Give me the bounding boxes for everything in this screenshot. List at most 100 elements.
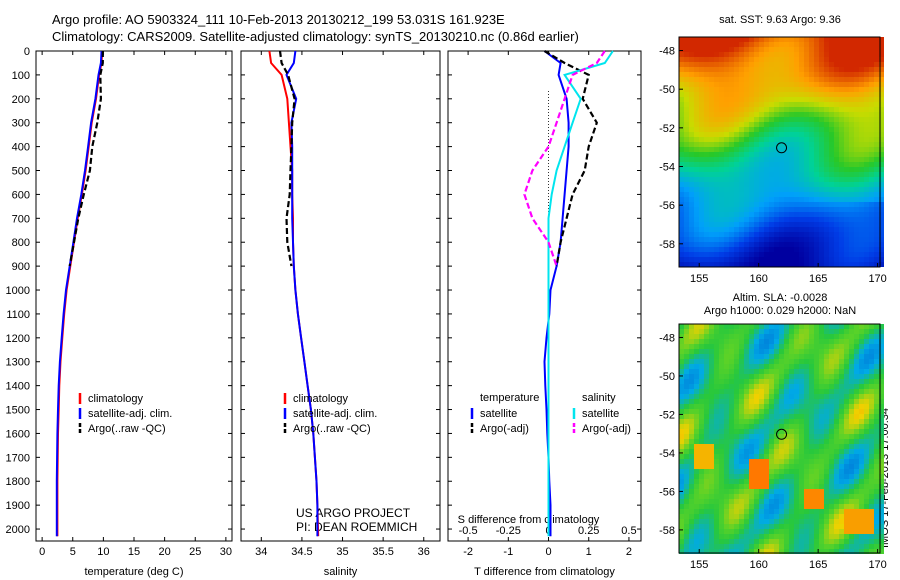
map-cell [759, 57, 764, 62]
y-tick-label: 400 [12, 142, 30, 154]
map-cell [829, 162, 834, 167]
map-cell [719, 439, 724, 444]
map-cell [859, 82, 864, 87]
map-cell [754, 474, 759, 479]
map-cell [734, 324, 739, 329]
map-cell [679, 147, 684, 152]
map-cell [729, 197, 734, 202]
map-y-tick-label: -56 [659, 200, 675, 212]
map-cell [679, 494, 684, 499]
map-cell [704, 72, 709, 77]
map-cell [859, 519, 864, 524]
map-cell [794, 349, 799, 354]
map-cell [739, 192, 744, 197]
map-cell [734, 52, 739, 57]
map-cell [724, 52, 729, 57]
map-cell [679, 202, 684, 207]
map-cell [804, 394, 809, 399]
map-cell [744, 72, 749, 77]
y-tick-label: 100 [12, 70, 30, 82]
map-cell [849, 524, 854, 529]
map-cell [794, 52, 799, 57]
map-cell [864, 157, 869, 162]
map-cell [854, 499, 859, 504]
map-cell [799, 394, 804, 399]
map-cell [824, 162, 829, 167]
map-cell [834, 197, 839, 202]
map-cell [869, 42, 874, 47]
map-cell [714, 349, 719, 354]
map-cell [864, 167, 869, 172]
map-cell [829, 167, 834, 172]
map-cell [709, 157, 714, 162]
map-cell [849, 429, 854, 434]
map-cell [839, 549, 844, 554]
map-cell [744, 479, 749, 484]
map-cell [709, 489, 714, 494]
map-cell [704, 52, 709, 57]
map-cell [689, 107, 694, 112]
map-cell [809, 434, 814, 439]
map-cell [694, 379, 699, 384]
map-cell [829, 212, 834, 217]
map-cell [764, 464, 769, 469]
map-cell [864, 102, 869, 107]
map-cell [769, 519, 774, 524]
map-cell [844, 52, 849, 57]
map-cell [704, 217, 709, 222]
map-cell [744, 349, 749, 354]
map-cell [749, 404, 754, 409]
map-cell [754, 364, 759, 369]
map-cell [714, 449, 719, 454]
map-cell [864, 324, 869, 329]
map-cell [769, 414, 774, 419]
map-cell [819, 389, 824, 394]
map-cell [774, 42, 779, 47]
map-cell [679, 414, 684, 419]
map-cell [819, 484, 824, 489]
map-cell [689, 57, 694, 62]
map-cell [754, 142, 759, 147]
map-cell [844, 339, 849, 344]
map-cell [819, 454, 824, 459]
map-cell [744, 227, 749, 232]
map-cell [789, 424, 794, 429]
map-cell [729, 87, 734, 92]
map-cell [779, 389, 784, 394]
map-cell [704, 424, 709, 429]
map-cell [699, 197, 704, 202]
map-cell [679, 389, 684, 394]
map-cell [679, 167, 684, 172]
map-cell [739, 499, 744, 504]
map-cell [729, 192, 734, 197]
map-cell [739, 77, 744, 82]
map-cell [819, 72, 824, 77]
map-cell [824, 212, 829, 217]
map-cell [809, 424, 814, 429]
map-cell [774, 404, 779, 409]
map-cell [824, 177, 829, 182]
map-cell [714, 509, 719, 514]
map-cell [859, 167, 864, 172]
map-cell [779, 92, 784, 97]
map-cell [764, 187, 769, 192]
map-cell [784, 72, 789, 77]
map-cell [854, 37, 859, 42]
map-cell [704, 237, 709, 242]
map-cell [774, 257, 779, 262]
map-cell [714, 232, 719, 237]
map-cell [854, 117, 859, 122]
map-cell [834, 409, 839, 414]
map-cell [854, 252, 859, 257]
map-cell [709, 479, 714, 484]
map-cell [829, 549, 834, 554]
map-cell [689, 409, 694, 414]
map-cell [859, 414, 864, 419]
map-cell [739, 212, 744, 217]
map-cell [714, 242, 719, 247]
map-cell [819, 252, 824, 257]
map-cell [729, 379, 734, 384]
map-cell [799, 549, 804, 554]
map-cell [844, 212, 849, 217]
map-cell [774, 339, 779, 344]
